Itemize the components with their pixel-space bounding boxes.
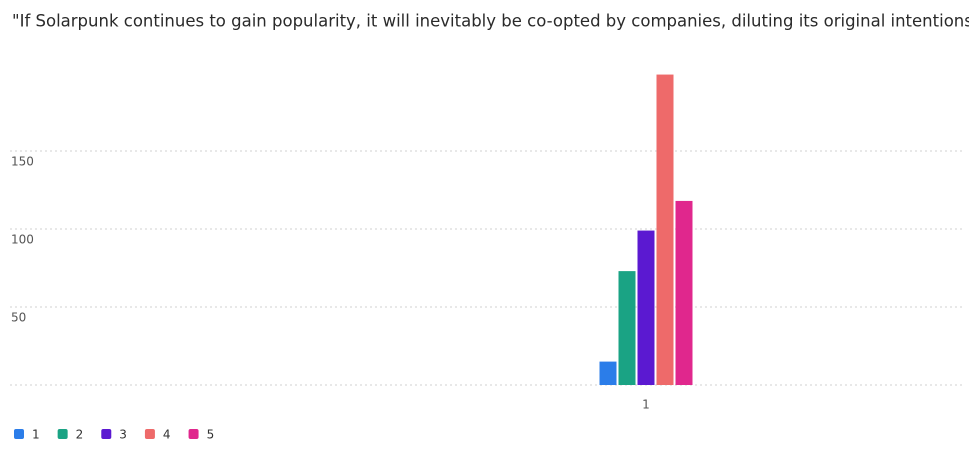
bar xyxy=(599,361,617,385)
bar xyxy=(675,200,693,385)
bar xyxy=(618,271,636,385)
x-tick-label: 1 xyxy=(642,398,650,412)
legend-swatch xyxy=(14,429,24,439)
y-tick-label: 100 xyxy=(11,233,34,247)
legend-swatch xyxy=(188,429,199,439)
legend-label: 2 xyxy=(76,428,84,442)
y-tick-label: 150 xyxy=(11,155,34,169)
legend-label: 3 xyxy=(119,428,127,442)
legend-swatch xyxy=(57,429,68,439)
y-tick-label: 50 xyxy=(11,311,26,325)
legend-swatch xyxy=(144,429,155,439)
chart-title: "If Solarpunk continues to gain populari… xyxy=(12,12,969,31)
legend-label: 4 xyxy=(163,428,171,442)
bar xyxy=(637,230,655,385)
bar xyxy=(656,74,674,385)
legend-label: 5 xyxy=(207,428,215,442)
legend-swatch xyxy=(101,429,112,439)
legend-label: 1 xyxy=(32,428,40,442)
